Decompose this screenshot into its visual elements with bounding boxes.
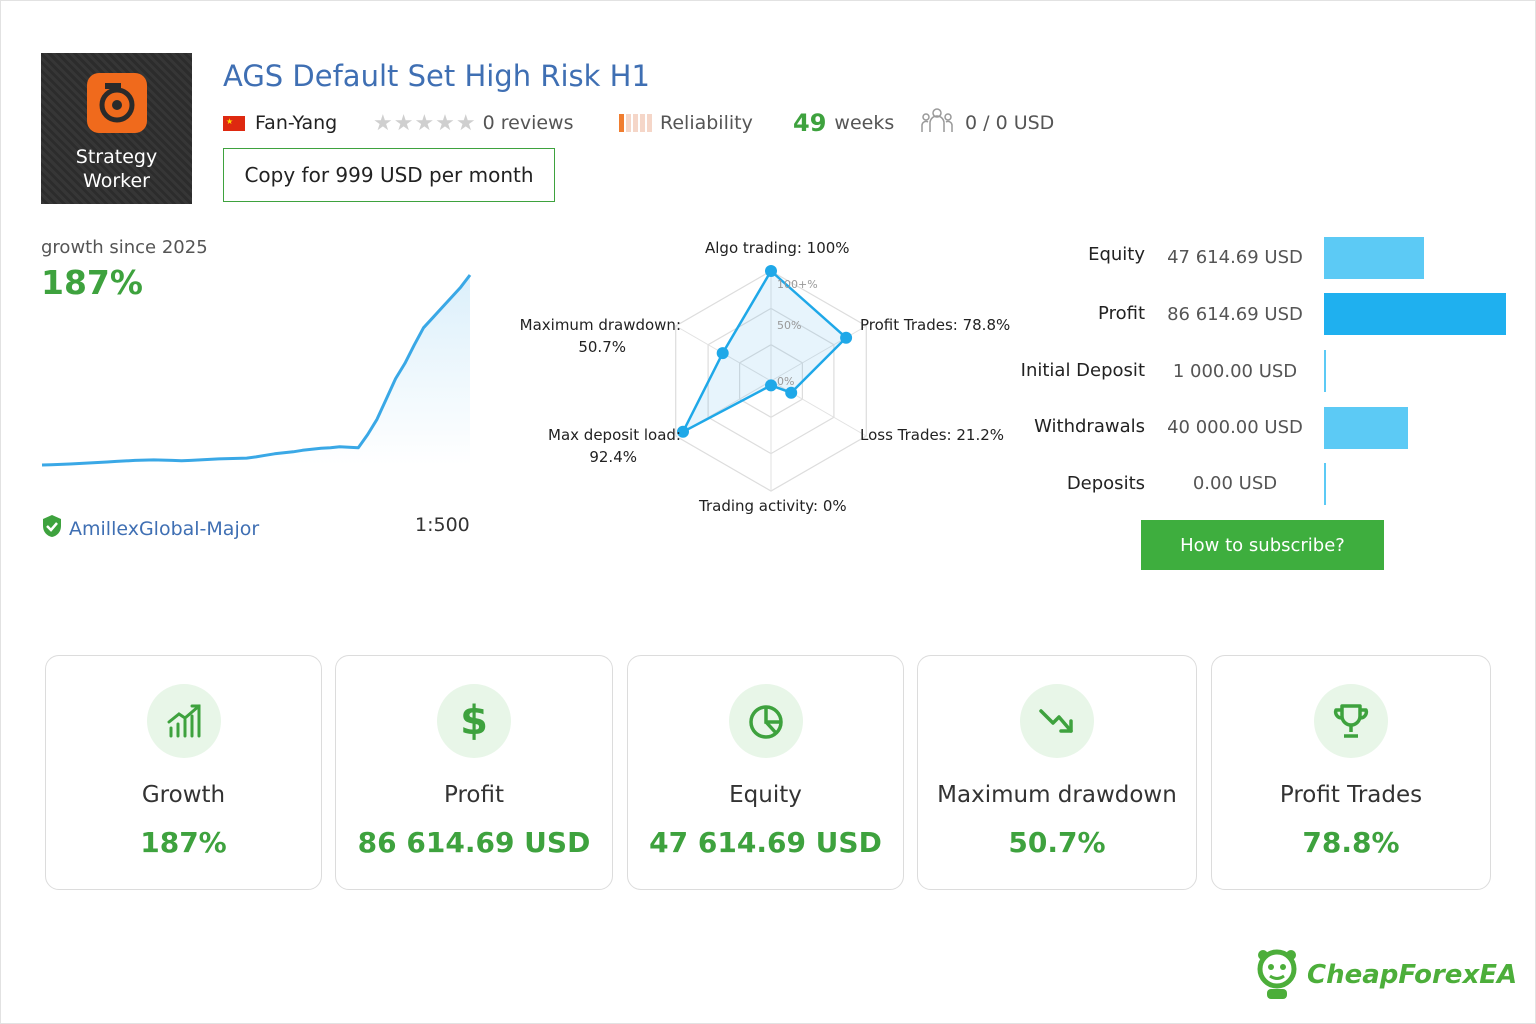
bar-value-initial-deposit: 1 000.00 USD	[1172, 361, 1298, 382]
bar-label-initial-deposit: Initial Deposit	[1020, 360, 1145, 381]
radar-label-activity: Trading activity: 0%	[699, 497, 847, 515]
card-profit-trades-value: 78.8%	[1302, 826, 1400, 859]
card-profit-trades: Profit Trades 78.8%	[1211, 655, 1491, 890]
weeks-value: 49	[793, 109, 827, 137]
card-drawdown-label: Maximum drawdown	[937, 782, 1177, 808]
radar-point	[840, 331, 853, 344]
card-equity: Equity 47 614.69 USD	[627, 655, 904, 890]
logo-icon	[87, 73, 147, 133]
page-title[interactable]: AGS Default Set High Risk H1	[223, 59, 650, 93]
bar-profit	[1324, 293, 1506, 335]
card-profit-label: Profit	[444, 782, 504, 808]
radar-label-algo: Algo trading: 100%	[705, 239, 850, 257]
author-name: Fan-Yang	[255, 112, 338, 134]
bar-value-profit: 86 614.69 USD	[1167, 304, 1303, 325]
card-drawdown-value: 50.7%	[1008, 826, 1106, 859]
growth-chart	[41, 274, 472, 467]
growth-label: growth since 2025	[41, 237, 208, 258]
radar-chart: 100+% 50% 0%	[675, 265, 867, 492]
growth-area	[42, 275, 470, 465]
reliability-bars-icon	[619, 114, 652, 132]
bar-withdrawals	[1324, 407, 1409, 449]
subscribers-value: 0 / 0 USD	[965, 112, 1055, 134]
growth-value: 187%	[41, 263, 143, 302]
verified-shield-icon	[41, 514, 63, 543]
card-equity-label: Equity	[729, 782, 802, 808]
radar-point	[785, 386, 798, 399]
subscribers: 0 / 0 USD	[921, 107, 1055, 137]
radar-point	[677, 425, 689, 438]
logo-text-line1: Strategy	[75, 146, 158, 168]
radar-label-load-value: 92.4%	[589, 448, 637, 466]
radar-point	[765, 265, 777, 277]
card-profit-value: 86 614.69 USD	[357, 826, 591, 859]
bar-label-withdrawals: Withdrawals	[1034, 416, 1145, 437]
growth-icon	[146, 684, 221, 758]
mascot-logo-icon	[1257, 949, 1297, 999]
weeks-label: weeks	[834, 112, 895, 134]
radar-ring-label: 50%	[777, 319, 801, 332]
rating-stars-icon: ★★★★★	[373, 110, 477, 136]
bar-value-deposits: 0.00 USD	[1192, 473, 1278, 494]
growth-line	[41, 274, 472, 467]
radar-label-load: Max deposit load:	[548, 426, 681, 444]
radar-label-loss: Loss Trades: 21.2%	[860, 426, 1005, 444]
bar-deposits	[1324, 463, 1326, 505]
radar-ring-label: 0%	[777, 375, 794, 388]
how-to-subscribe-button[interactable]: How to subscribe?	[1141, 520, 1384, 570]
broker-link[interactable]: AmillexGlobal-Major	[41, 514, 259, 543]
reliability-label: Reliability	[660, 112, 753, 134]
bar-label-equity: Equity	[1088, 244, 1145, 265]
dollar-icon: $	[437, 684, 511, 758]
author-link[interactable]: ★ Fan-Yang	[223, 109, 337, 137]
reviews-count: 0 reviews	[482, 112, 574, 134]
reviews[interactable]: ★★★★★ 0 reviews	[373, 109, 574, 137]
leverage: 1:500	[415, 514, 470, 536]
bar-initial-deposit	[1324, 350, 1327, 392]
weeks: 49 weeks	[793, 109, 894, 137]
pie-icon	[728, 684, 803, 758]
strategy-logo: Strategy Worker	[41, 53, 192, 204]
watermark: CheapForexEA	[1253, 947, 1517, 1003]
trophy-icon	[1314, 684, 1388, 758]
radar-label-drawdown-value: 50.7%	[578, 338, 626, 356]
card-equity-value: 47 614.69 USD	[649, 826, 882, 859]
flag-icon: ★	[223, 115, 245, 131]
radar-label-drawdown: Maximum drawdown:	[519, 316, 681, 334]
bar-label-profit: Profit	[1098, 303, 1145, 324]
bar-value-equity: 47 614.69 USD	[1167, 247, 1303, 268]
broker-name: AmillexGlobal-Major	[69, 517, 260, 540]
reliability: Reliability	[619, 109, 753, 137]
bar-value-withdrawals: 40 000.00 USD	[1167, 417, 1303, 438]
card-profit-trades-label: Profit Trades	[1279, 782, 1423, 808]
card-profit: $ Profit 86 614.69 USD	[335, 655, 613, 890]
radar-area	[680, 269, 848, 435]
card-growth-value: 187%	[140, 826, 227, 859]
radar-label-profit: Profit Trades: 78.8%	[860, 316, 1011, 334]
logo-text-line2: Worker	[83, 170, 150, 192]
card-max-drawdown: Maximum drawdown 50.7%	[917, 655, 1197, 890]
trend-down-icon	[1020, 684, 1094, 758]
card-growth-label: Growth	[141, 782, 226, 808]
bar-label-deposits: Deposits	[1066, 473, 1145, 494]
watermark-text: CheapForexEA	[1307, 960, 1518, 990]
radar-ring-label: 100+%	[777, 278, 818, 291]
radar-point	[716, 347, 729, 360]
copy-subscribe-button[interactable]: Copy for 999 USD per month	[223, 148, 555, 202]
subscribers-icon	[921, 106, 953, 141]
bar-equity	[1324, 237, 1425, 279]
radar-point	[765, 379, 777, 392]
card-growth: Growth 187%	[45, 655, 322, 890]
